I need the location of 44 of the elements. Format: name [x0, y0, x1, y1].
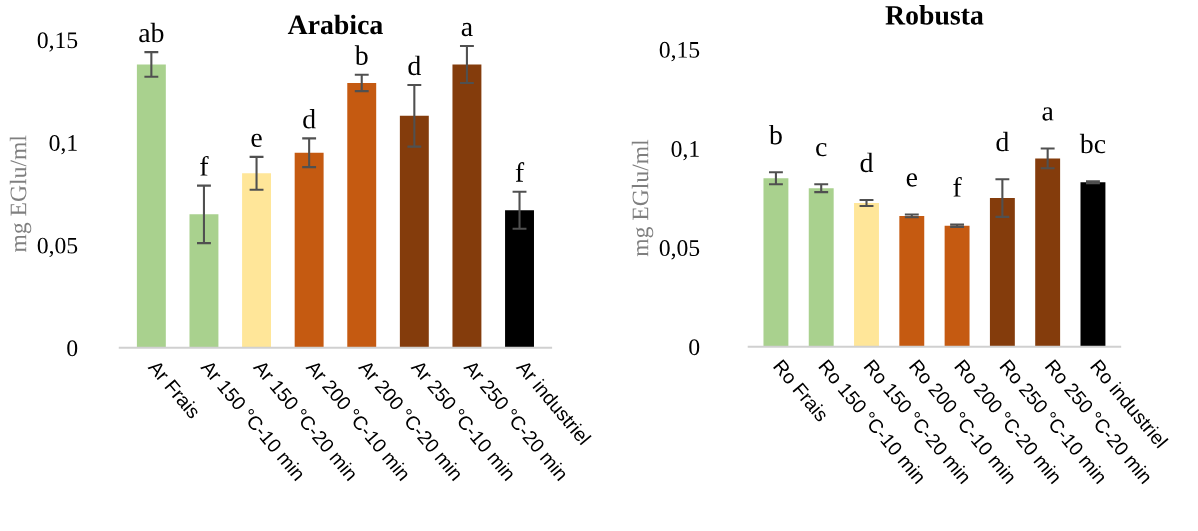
- y-tick-label: 0,05: [659, 240, 700, 260]
- bar: [1035, 158, 1061, 347]
- y-tick-label: 0,15: [659, 41, 700, 62]
- y-tick-label: 0: [67, 340, 78, 357]
- y-tick-label: 0,1: [671, 140, 699, 161]
- y-tick-label: 0,1: [49, 134, 77, 155]
- y-axis-title: mg EGlu/ml: [9, 135, 32, 253]
- bar: [294, 152, 324, 348]
- chart-title: Robusta: [885, 5, 984, 25]
- bar: [242, 173, 272, 348]
- y-tick-label: 0,15: [37, 32, 78, 52]
- bar: [1080, 182, 1106, 347]
- annotation: d: [860, 152, 874, 173]
- annotation: d: [996, 131, 1009, 152]
- bar: [452, 64, 482, 348]
- bar: [505, 210, 534, 348]
- bar: [854, 203, 879, 347]
- annotation: f: [953, 176, 962, 197]
- bar: [808, 188, 834, 347]
- annotation: f: [200, 155, 209, 176]
- bar: [763, 178, 789, 347]
- bar: [136, 64, 166, 348]
- annotation: ab: [139, 22, 164, 43]
- bar: [347, 82, 377, 348]
- bar: [189, 214, 219, 348]
- annotation: f: [515, 162, 525, 182]
- bar: [399, 115, 429, 348]
- bar: [944, 225, 970, 347]
- annotation: bc: [1079, 133, 1106, 154]
- text: a: [461, 22, 473, 37]
- annotation: b: [354, 45, 368, 65]
- annotation: e: [906, 173, 917, 187]
- annotation: e: [251, 133, 262, 148]
- annotation: b: [768, 124, 782, 145]
- y-axis-title: mg EGlu/ml: [631, 139, 654, 257]
- y-tick-label: 0,05: [37, 237, 78, 257]
- annotation: a: [1042, 107, 1054, 121]
- bar: [899, 215, 925, 347]
- annotation: d: [303, 109, 316, 129]
- annotation: c: [816, 142, 827, 157]
- bar: [989, 198, 1015, 347]
- annotation: d: [408, 55, 421, 76]
- y-tick-label: 0: [689, 339, 700, 356]
- chart-title: Arabica: [287, 14, 383, 35]
